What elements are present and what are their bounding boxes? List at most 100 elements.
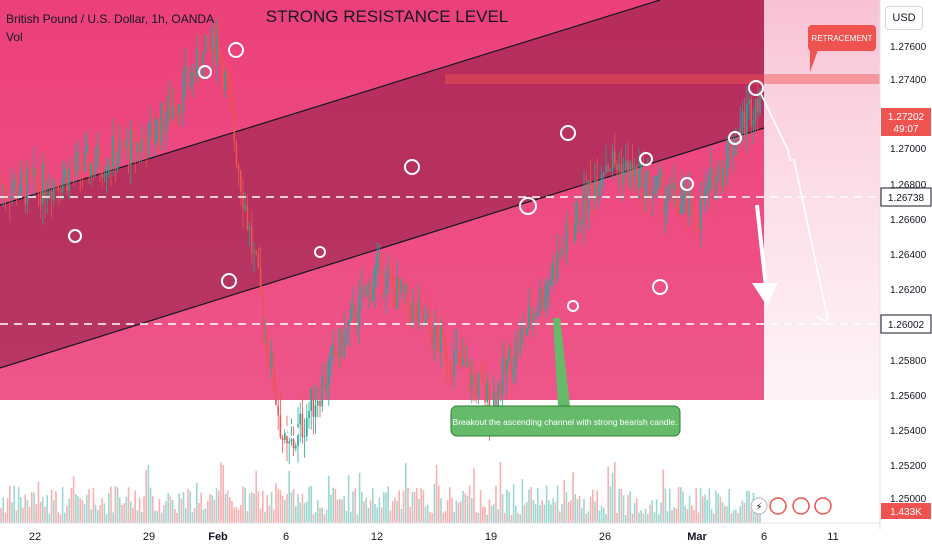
- candle-body: [310, 388, 312, 411]
- price-tick: 1.26600: [890, 215, 927, 226]
- candle-body: [341, 328, 343, 358]
- candle-body: [552, 262, 554, 280]
- candle-body: [180, 104, 183, 112]
- candle-body: [479, 374, 482, 375]
- us-flag-icon[interactable]: [792, 497, 810, 515]
- symbol-title[interactable]: British Pound / U.S. Dollar, 1h, OANDA: [6, 12, 215, 26]
- candle-body: [713, 168, 715, 201]
- volume-bar: [165, 501, 167, 523]
- volume-bar: [101, 498, 103, 523]
- volume-bar: [519, 514, 521, 523]
- candle-body: [517, 340, 519, 353]
- volume-bar: [556, 485, 559, 523]
- volume-bar: [64, 512, 66, 523]
- candle-body: [493, 391, 495, 413]
- volume-bar: [317, 500, 319, 523]
- price-tick: 1.27600: [890, 42, 927, 53]
- volume-bar: [292, 489, 295, 523]
- candle-body: [303, 435, 306, 437]
- price-tick: 1.27400: [890, 75, 927, 86]
- indicator-icons[interactable]: ⚡: [750, 497, 832, 515]
- currency-button[interactable]: USD: [885, 6, 923, 30]
- volume-bar: [451, 497, 453, 523]
- candle-body: [70, 168, 73, 171]
- candle-body: [743, 111, 746, 135]
- us-flag-icon[interactable]: [769, 497, 787, 515]
- volume-bar: [299, 502, 301, 523]
- channel-upper-line: [0, 0, 661, 206]
- retracement-label: RETRACEMENT: [808, 25, 876, 72]
- volume-bar: [464, 493, 466, 523]
- candle-body: [242, 192, 244, 210]
- swing-marker: [228, 42, 244, 58]
- candle-body: [578, 202, 581, 226]
- us-flag-icon[interactable]: [814, 497, 832, 515]
- volume-bar: [726, 506, 728, 523]
- candle-body: [616, 164, 618, 171]
- volume-bar: [576, 499, 579, 523]
- volume-bar: [367, 507, 370, 523]
- price-axis[interactable]: 1.27600 1.27400 1.27000 1.26800 1.26600 …: [879, 0, 932, 530]
- volume-bar: [559, 511, 561, 523]
- candle-body: [262, 293, 264, 330]
- volume-bar: [719, 496, 722, 523]
- volume-bar: [50, 489, 53, 523]
- volume-bar: [281, 495, 284, 523]
- lightning-icon[interactable]: [750, 497, 768, 515]
- retracement-text: RETRACEMENT: [812, 34, 873, 43]
- candle-body: [101, 170, 103, 178]
- volume-bar: [149, 487, 152, 523]
- price-tick: 1.25400: [890, 426, 927, 437]
- volume-bar: [341, 499, 343, 523]
- candle-body: [427, 314, 429, 319]
- swing-marker: [68, 229, 82, 243]
- candle-body: [169, 95, 172, 119]
- candle-body: [675, 182, 678, 207]
- candle-body: [367, 282, 370, 287]
- volume-bar: [97, 510, 99, 523]
- breakout-note-text: Breakout the ascending channel with stro…: [453, 417, 678, 427]
- candle-body: [453, 350, 455, 378]
- volume-bar: [748, 490, 750, 523]
- volume-bar: [196, 482, 198, 523]
- candle-body: [402, 280, 405, 295]
- volume-bar: [303, 502, 306, 523]
- volume-bar: [398, 490, 400, 523]
- candle-body: [413, 302, 416, 305]
- candle-body: [20, 171, 22, 193]
- candle-body: [182, 76, 185, 112]
- candle-body: [451, 369, 453, 378]
- volume-bar: [385, 492, 387, 523]
- volume-bar: [0, 507, 2, 523]
- candle-body: [281, 437, 284, 440]
- volume-bar: [147, 464, 150, 523]
- candle-body: [664, 203, 667, 214]
- candle-body: [759, 90, 761, 114]
- volume-bar: [618, 488, 620, 523]
- candle-body: [651, 193, 653, 199]
- volume-indicator-label[interactable]: Vol: [6, 30, 23, 44]
- candle-body: [638, 169, 640, 189]
- candle-body: [655, 176, 658, 190]
- candle-body: [28, 168, 31, 173]
- volume-bar: [402, 490, 405, 523]
- volume-bar: [226, 490, 229, 523]
- candle-body: [15, 179, 18, 198]
- volume-bar: [411, 491, 414, 523]
- volume-bar: [433, 483, 436, 523]
- candle-body: [394, 287, 396, 309]
- candle-body: [512, 367, 515, 378]
- volume-bar: [565, 491, 568, 523]
- volume-bar: [422, 490, 425, 523]
- volume-bar: [699, 487, 702, 523]
- level-label-2-value: 1.26002: [888, 320, 925, 331]
- volume-bar: [163, 505, 165, 523]
- candle-body: [446, 362, 449, 364]
- time-axis[interactable]: 22 29 Feb 6 12 19 26 Mar 6 11: [0, 522, 880, 543]
- candle-body: [622, 169, 625, 185]
- volume-bar: [435, 465, 438, 523]
- candle-body: [130, 130, 132, 166]
- candle-body: [530, 305, 532, 323]
- candle-body: [548, 284, 550, 286]
